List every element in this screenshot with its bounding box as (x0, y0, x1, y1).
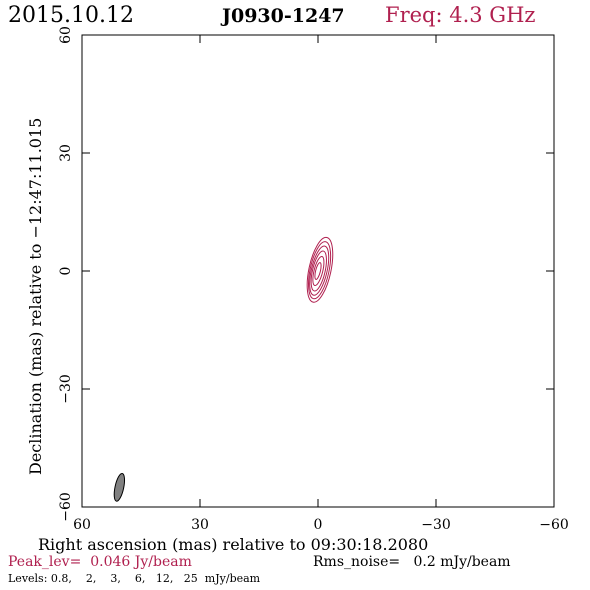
y-tick-label: 60 (58, 26, 74, 44)
observation-date: 2015.10.12 (8, 3, 134, 28)
contour-level-6 (310, 250, 327, 292)
contour-group (306, 236, 334, 303)
contour-level-25 (314, 262, 322, 280)
y-tick-label: −60 (58, 492, 74, 522)
frequency-label: Freq: 4.3 GHz (385, 3, 535, 27)
y-tick-label: 30 (58, 144, 74, 162)
x-tick-label: −60 (539, 517, 569, 533)
contour-level-0-8 (306, 236, 334, 303)
x-tick-label: 60 (73, 517, 91, 533)
y-axis-label: Declination (mas) relative to −12:47:11.… (26, 118, 45, 475)
beam-group (113, 472, 126, 502)
y-tick-label: 0 (58, 267, 74, 276)
x-tick-label: −30 (421, 517, 451, 533)
contour-level-2 (308, 241, 332, 300)
y-tick-label: −30 (58, 374, 74, 404)
axis-ticks (81, 34, 555, 508)
contour-level-12 (312, 255, 325, 287)
beam-ellipse (113, 472, 126, 502)
x-tick-label: 30 (191, 517, 209, 533)
rms-noise: Rms_noise= 0.2 mJy/beam (313, 554, 511, 570)
x-tick-label: 0 (314, 517, 323, 533)
x-tick-labels: 60 30 0 −30 −60 (73, 517, 569, 533)
x-axis-label: Right ascension (mas) relative to 09:30:… (38, 535, 428, 554)
peak-level: Peak_lev= 0.046 Jy/beam (8, 554, 192, 570)
contour-levels: Levels: 0.8, 2, 3, 6, 12, 25 mJy/beam (8, 572, 261, 585)
plot-frame (81, 34, 555, 508)
y-tick-labels: −60 −30 0 30 60 (58, 26, 74, 522)
contour-level-3 (309, 245, 330, 296)
source-name: J0930-1247 (220, 5, 345, 27)
